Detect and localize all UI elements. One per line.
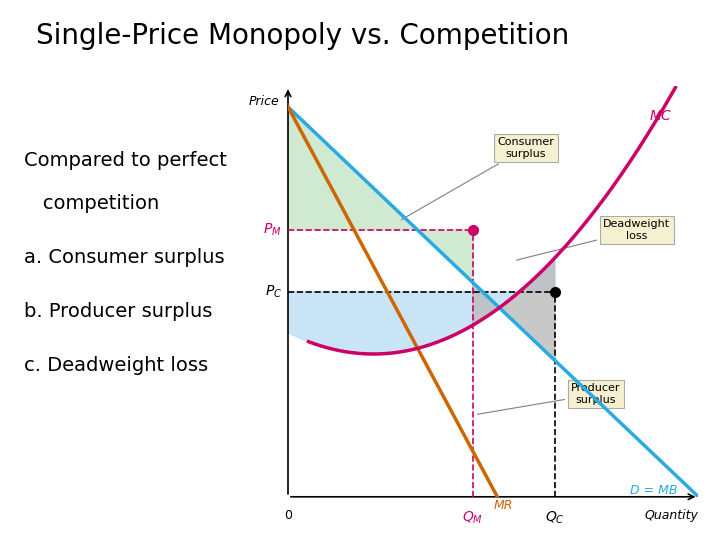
Text: Consumer
surplus: Consumer surplus <box>401 137 554 220</box>
Text: $P_M$: $P_M$ <box>264 222 282 238</box>
Text: Compared to perfect: Compared to perfect <box>24 151 227 170</box>
Text: Single-Price Monopoly vs. Competition: Single-Price Monopoly vs. Competition <box>36 23 570 50</box>
Polygon shape <box>288 258 554 354</box>
Text: $Q_C$: $Q_C$ <box>545 509 564 525</box>
Text: D = MB: D = MB <box>631 484 678 497</box>
Text: competition: competition <box>24 194 159 213</box>
Text: MR: MR <box>493 499 513 512</box>
Text: 0: 0 <box>284 509 292 522</box>
Text: Deadweight
loss: Deadweight loss <box>516 219 670 260</box>
Text: $P_C$: $P_C$ <box>265 284 282 300</box>
Text: a. Consumer surplus: a. Consumer surplus <box>24 248 225 267</box>
Polygon shape <box>288 107 473 282</box>
Text: $Q_M$: $Q_M$ <box>462 509 483 525</box>
Text: MC: MC <box>649 109 671 123</box>
Polygon shape <box>473 258 554 360</box>
Text: c. Deadweight loss: c. Deadweight loss <box>24 356 208 375</box>
Text: Price: Price <box>249 94 280 107</box>
Text: Producer
surplus: Producer surplus <box>477 383 621 414</box>
Text: Quantity: Quantity <box>644 509 698 522</box>
Text: b. Producer surplus: b. Producer surplus <box>24 302 212 321</box>
